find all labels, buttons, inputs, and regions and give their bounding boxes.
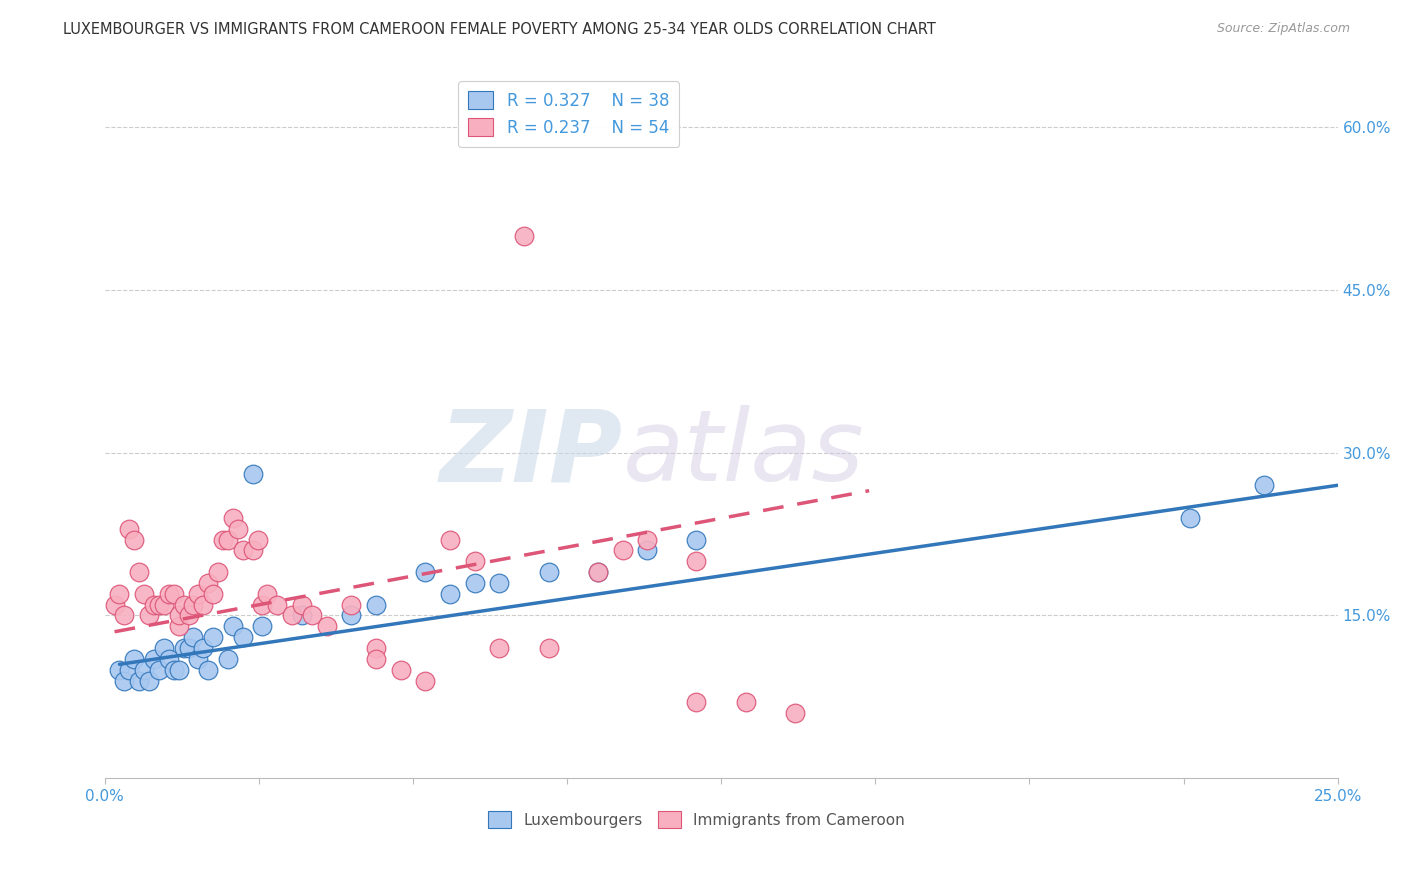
- Point: [197, 663, 219, 677]
- Point: [212, 533, 235, 547]
- Point: [636, 533, 658, 547]
- Point: [143, 598, 166, 612]
- Point: [167, 619, 190, 633]
- Point: [183, 598, 205, 612]
- Point: [153, 598, 176, 612]
- Point: [252, 619, 274, 633]
- Point: [167, 663, 190, 677]
- Point: [488, 576, 510, 591]
- Point: [122, 652, 145, 666]
- Point: [157, 652, 180, 666]
- Text: Source: ZipAtlas.com: Source: ZipAtlas.com: [1216, 22, 1350, 36]
- Point: [128, 565, 150, 579]
- Point: [222, 619, 245, 633]
- Point: [340, 608, 363, 623]
- Point: [389, 663, 412, 677]
- Point: [167, 608, 190, 623]
- Point: [134, 663, 156, 677]
- Point: [163, 587, 186, 601]
- Point: [291, 608, 314, 623]
- Point: [252, 598, 274, 612]
- Point: [148, 663, 170, 677]
- Text: LUXEMBOURGER VS IMMIGRANTS FROM CAMEROON FEMALE POVERTY AMONG 25-34 YEAR OLDS CO: LUXEMBOURGER VS IMMIGRANTS FROM CAMEROON…: [63, 22, 936, 37]
- Point: [1178, 511, 1201, 525]
- Point: [340, 598, 363, 612]
- Point: [315, 619, 337, 633]
- Point: [413, 673, 436, 688]
- Point: [217, 652, 239, 666]
- Point: [636, 543, 658, 558]
- Point: [207, 565, 229, 579]
- Point: [281, 608, 304, 623]
- Point: [226, 522, 249, 536]
- Point: [173, 640, 195, 655]
- Point: [232, 630, 254, 644]
- Point: [108, 587, 131, 601]
- Point: [364, 598, 387, 612]
- Point: [586, 565, 609, 579]
- Point: [108, 663, 131, 677]
- Point: [122, 533, 145, 547]
- Point: [291, 598, 314, 612]
- Point: [112, 608, 135, 623]
- Point: [163, 663, 186, 677]
- Point: [464, 554, 486, 568]
- Point: [183, 630, 205, 644]
- Point: [439, 587, 461, 601]
- Text: ZIP: ZIP: [440, 405, 623, 502]
- Point: [232, 543, 254, 558]
- Point: [187, 587, 209, 601]
- Point: [148, 598, 170, 612]
- Point: [197, 576, 219, 591]
- Point: [734, 695, 756, 709]
- Point: [193, 640, 215, 655]
- Point: [202, 630, 225, 644]
- Point: [242, 543, 264, 558]
- Point: [222, 511, 245, 525]
- Point: [364, 652, 387, 666]
- Point: [464, 576, 486, 591]
- Point: [193, 598, 215, 612]
- Point: [439, 533, 461, 547]
- Point: [685, 695, 707, 709]
- Point: [202, 587, 225, 601]
- Legend: Luxembourgers, Immigrants from Cameroon: Luxembourgers, Immigrants from Cameroon: [482, 805, 911, 834]
- Point: [143, 652, 166, 666]
- Point: [187, 652, 209, 666]
- Point: [153, 640, 176, 655]
- Point: [242, 467, 264, 482]
- Point: [685, 533, 707, 547]
- Point: [138, 673, 160, 688]
- Point: [177, 640, 200, 655]
- Point: [1253, 478, 1275, 492]
- Point: [112, 673, 135, 688]
- Point: [246, 533, 269, 547]
- Point: [364, 640, 387, 655]
- Point: [301, 608, 323, 623]
- Point: [785, 706, 807, 720]
- Point: [103, 598, 125, 612]
- Point: [138, 608, 160, 623]
- Point: [256, 587, 278, 601]
- Point: [134, 587, 156, 601]
- Point: [586, 565, 609, 579]
- Point: [488, 640, 510, 655]
- Point: [413, 565, 436, 579]
- Text: atlas: atlas: [623, 405, 865, 502]
- Point: [118, 663, 141, 677]
- Point: [685, 554, 707, 568]
- Point: [612, 543, 634, 558]
- Point: [177, 608, 200, 623]
- Point: [157, 587, 180, 601]
- Point: [537, 565, 560, 579]
- Point: [537, 640, 560, 655]
- Point: [118, 522, 141, 536]
- Point: [217, 533, 239, 547]
- Point: [513, 228, 536, 243]
- Point: [128, 673, 150, 688]
- Point: [266, 598, 288, 612]
- Point: [173, 598, 195, 612]
